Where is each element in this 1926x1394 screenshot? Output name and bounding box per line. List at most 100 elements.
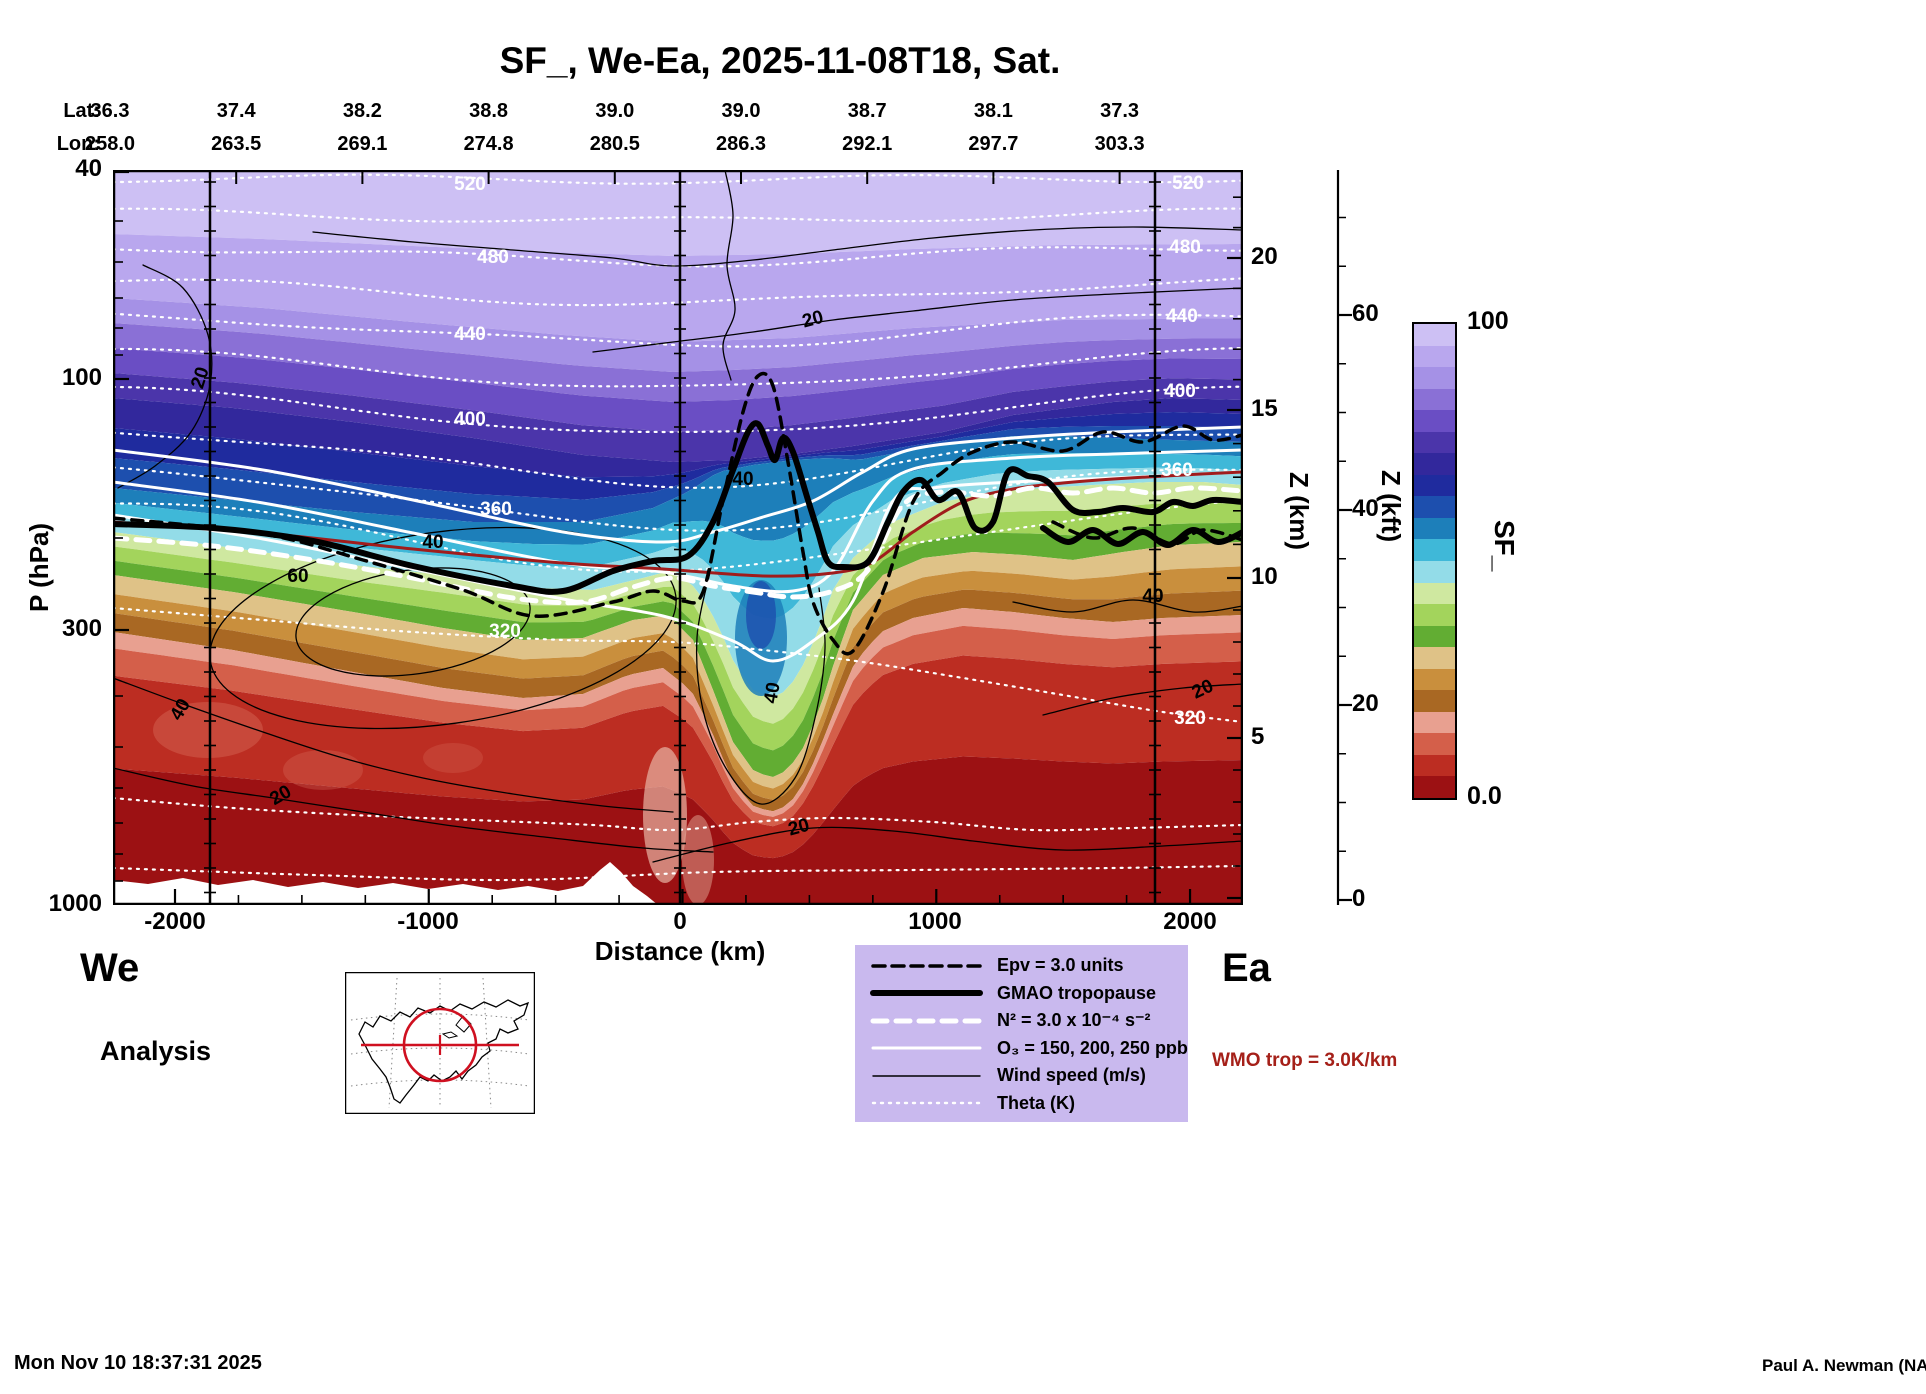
o3-contour bbox=[113, 470, 1243, 663]
colorbar-segment bbox=[1414, 517, 1455, 540]
contour-band bbox=[113, 298, 1243, 372]
colorbar-segment bbox=[1414, 582, 1455, 605]
contour-band bbox=[113, 170, 1243, 256]
legend-label: O₃ = 150, 200, 250 ppb bbox=[997, 1037, 1188, 1058]
theta-contour bbox=[113, 312, 1243, 348]
zkm-tick: 5 bbox=[1251, 723, 1265, 750]
lon-value: 269.1 bbox=[337, 133, 388, 155]
analysis-label: Analysis bbox=[100, 1036, 212, 1066]
theta-contour-label: 360 bbox=[1161, 460, 1193, 481]
lon-value: 258.0 bbox=[84, 133, 136, 155]
zkft-axis bbox=[1336, 170, 1352, 905]
wind-contour bbox=[1042, 683, 1243, 716]
terrain-cutout bbox=[113, 862, 658, 905]
colorbar-segment bbox=[1414, 625, 1455, 648]
contour-band bbox=[113, 542, 1243, 789]
zkft-tick: 60 bbox=[1352, 300, 1379, 327]
contour-band bbox=[113, 625, 1243, 827]
sf-filled-contours bbox=[113, 170, 1243, 905]
wind-contour-label: 40 bbox=[732, 469, 753, 490]
theta-line-sample bbox=[871, 1102, 982, 1105]
texture-patch bbox=[283, 750, 363, 790]
west-endpoint-label: We bbox=[80, 946, 140, 990]
map-region-circle bbox=[402, 1007, 478, 1083]
lat-value: 38.2 bbox=[342, 100, 382, 122]
chart-title: SF_, We-Ea, 2025-11-08T18, Sat. bbox=[499, 40, 1061, 81]
plot-frame bbox=[113, 170, 1243, 905]
texture-patch bbox=[153, 702, 263, 758]
colorbar bbox=[1412, 322, 1457, 800]
epv-line-sample bbox=[871, 964, 982, 968]
colorbar-segment bbox=[1414, 754, 1455, 777]
theta-contour-label: 520 bbox=[454, 174, 486, 195]
legend-item: O₃ = 150, 200, 250 ppb bbox=[869, 1035, 1188, 1063]
contour-band bbox=[113, 655, 1243, 859]
theta-contour-label: 480 bbox=[477, 247, 509, 268]
lon-value: 297.7 bbox=[968, 133, 1019, 155]
contour-band bbox=[113, 412, 1243, 500]
colorbar-segment bbox=[1414, 345, 1455, 368]
theta-contour bbox=[113, 431, 1243, 489]
lat-value: 39.0 bbox=[595, 100, 635, 122]
contour-band bbox=[113, 566, 1243, 800]
contour-band bbox=[113, 234, 1243, 342]
contour-band bbox=[113, 589, 1243, 812]
distance-axis-label: Distance (km) bbox=[594, 936, 766, 966]
n2-line-sample bbox=[870, 1018, 983, 1024]
legend-label: GMAO tropopause bbox=[997, 982, 1157, 1003]
wind-contour bbox=[295, 567, 531, 677]
theta-contour bbox=[113, 346, 1243, 388]
legend-label: N² = 3.0 x 10⁻⁴ s⁻² bbox=[997, 1010, 1151, 1031]
map-coastline bbox=[358, 999, 530, 1104]
colorbar-segment bbox=[1414, 388, 1455, 411]
intrusion-core bbox=[746, 581, 776, 649]
wind-contour bbox=[592, 287, 1243, 353]
colorbar-segment bbox=[1414, 474, 1455, 497]
colorbar-segment bbox=[1414, 668, 1455, 691]
colorbar-min: 0.0 bbox=[1467, 782, 1502, 810]
colorbar-segment bbox=[1414, 776, 1455, 799]
lon-value: 280.5 bbox=[589, 133, 640, 155]
wind-contour bbox=[113, 767, 714, 853]
distance-tick: 1000 bbox=[908, 908, 962, 935]
contour-band bbox=[113, 323, 1243, 402]
colorbar-segment bbox=[1414, 561, 1455, 583]
theta-contour-label: 400 bbox=[1164, 381, 1196, 402]
zkft-tick: 40 bbox=[1352, 495, 1379, 522]
legend-item: GMAO tropopause bbox=[869, 980, 1188, 1008]
lon-value: 292.1 bbox=[842, 133, 893, 155]
wmo-tropopause-line bbox=[113, 470, 1243, 578]
colorbar-segment bbox=[1414, 539, 1455, 562]
n2-contour bbox=[113, 485, 1243, 606]
colorbar-segment bbox=[1414, 733, 1455, 755]
pressure-tick: 40 bbox=[75, 155, 102, 182]
legend-label: Epv = 3.0 units bbox=[997, 955, 1124, 976]
lat-value: 39.0 bbox=[721, 100, 761, 122]
legend-item: Theta (K) bbox=[869, 1090, 1188, 1118]
wind-contour bbox=[652, 826, 1243, 863]
legend-item: N² = 3.0 x 10⁻⁴ s⁻² bbox=[869, 1007, 1188, 1035]
east-endpoint-label: Ea bbox=[1222, 946, 1271, 990]
colorbar-segment bbox=[1414, 690, 1455, 712]
lon-value: 263.5 bbox=[211, 133, 262, 155]
contour-band bbox=[113, 523, 1243, 778]
wind-contour-label: 60 bbox=[287, 566, 308, 587]
gmao-tropopause-line bbox=[113, 420, 1243, 595]
wind-contour bbox=[696, 567, 826, 805]
colorbar-segment bbox=[1414, 453, 1455, 475]
map-inset bbox=[345, 972, 535, 1114]
wind-contour bbox=[113, 677, 674, 813]
legend-label: Wind speed (m/s) bbox=[997, 1065, 1146, 1086]
contour-band bbox=[113, 608, 1243, 817]
zkm-axis-label: Z (km) bbox=[1284, 472, 1314, 550]
zkm-tick: 20 bbox=[1251, 243, 1278, 270]
contour-band bbox=[113, 436, 1243, 545]
wind-line-sample bbox=[872, 1075, 981, 1077]
texture-patch bbox=[423, 743, 483, 773]
wind-contour bbox=[312, 226, 1243, 267]
theta-contour-label: 440 bbox=[454, 324, 486, 345]
pressure-tick: 1000 bbox=[48, 890, 102, 917]
contour-band bbox=[113, 398, 1243, 478]
contour-band bbox=[113, 348, 1243, 432]
theta-contour bbox=[113, 277, 1243, 307]
